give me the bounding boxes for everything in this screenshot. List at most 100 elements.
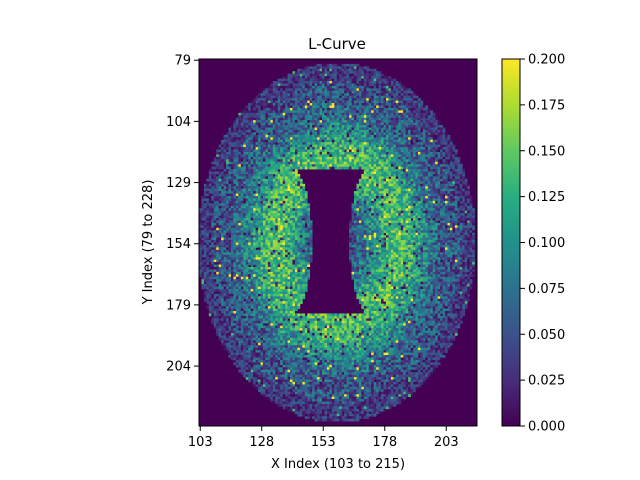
- heatmap-cell: [381, 149, 384, 153]
- heatmap-cell: [432, 210, 436, 214]
- heatmap-cell: [388, 125, 392, 128]
- heatmap-cell: [240, 208, 244, 212]
- heatmap-cell: [388, 88, 392, 92]
- heatmap-cell: [233, 144, 237, 148]
- heatmap-cell: [442, 154, 446, 158]
- heatmap-cell: [265, 117, 269, 121]
- heatmap-cell: [417, 98, 421, 101]
- heatmap-cell: [353, 191, 357, 194]
- heatmap-cell: [226, 188, 229, 192]
- heatmap-cell: [358, 115, 362, 119]
- heatmap-cell: [366, 71, 370, 75]
- heatmap-cell: [297, 213, 301, 216]
- heatmap-cell: [211, 198, 215, 202]
- heatmap-cell: [427, 159, 431, 163]
- heatmap-cell: [250, 134, 254, 138]
- heatmap-cell: [413, 161, 416, 165]
- heatmap-cell: [317, 95, 320, 99]
- heatmap-cell: [233, 159, 237, 163]
- heatmap-cell: [226, 166, 229, 170]
- heatmap-cell: [427, 134, 431, 138]
- heatmap-cell: [285, 169, 288, 172]
- heatmap-cell: [417, 115, 421, 119]
- heatmap-cell: [373, 105, 377, 109]
- heatmap-cell: [445, 149, 448, 153]
- heatmap-cell: [388, 112, 392, 116]
- heatmap-cell: [393, 85, 397, 89]
- heatmap-cell: [299, 71, 303, 75]
- heatmap-cell: [299, 178, 303, 182]
- heatmap-cell: [440, 166, 443, 170]
- heatmap-cell: [262, 166, 266, 170]
- heatmap-cell: [346, 76, 350, 79]
- heatmap-cell: [240, 151, 244, 155]
- heatmap-cell: [206, 215, 210, 219]
- heatmap-cell: [415, 178, 419, 182]
- heatmap-cell: [324, 78, 328, 82]
- heatmap-cell: [203, 191, 207, 194]
- heatmap-cell: [371, 147, 375, 150]
- heatmap-cell: [420, 137, 424, 141]
- heatmap-cell: [255, 178, 259, 182]
- heatmap-cell: [390, 166, 394, 170]
- heatmap-cell: [267, 198, 271, 202]
- heatmap-cell: [248, 151, 252, 155]
- heatmap-cell: [280, 169, 283, 172]
- heatmap-cell: [253, 117, 256, 121]
- heatmap-cell: [272, 200, 276, 204]
- heatmap-cell: [248, 173, 252, 177]
- heatmap-cell: [388, 93, 392, 97]
- heatmap-cell: [398, 188, 402, 192]
- heatmap-cell: [218, 173, 222, 177]
- heatmap-cell: [334, 98, 338, 101]
- heatmap-cell: [275, 203, 279, 207]
- heatmap-cell: [233, 139, 237, 143]
- heatmap-cell: [405, 208, 409, 212]
- heatmap-cell: [272, 107, 276, 111]
- heatmap-cell: [312, 139, 315, 143]
- heatmap-cell: [371, 76, 375, 79]
- heatmap-cell: [398, 186, 402, 190]
- heatmap-cell: [445, 176, 448, 180]
- heatmap-cell: [285, 176, 288, 180]
- heatmap-cell: [351, 95, 355, 99]
- heatmap-cell: [317, 63, 320, 67]
- heatmap-cell: [235, 205, 239, 209]
- heatmap-cell: [226, 181, 229, 185]
- heatmap-cell: [307, 213, 311, 216]
- heatmap-cell: [240, 200, 244, 204]
- heatmap-cell: [319, 125, 323, 128]
- heatmap-cell: [199, 213, 202, 216]
- heatmap-cell: [363, 171, 367, 175]
- heatmap-cell: [398, 142, 402, 145]
- heatmap-cell: [287, 134, 291, 138]
- heatmap-cell: [201, 205, 205, 209]
- heatmap-cell: [245, 196, 249, 199]
- heatmap-cell: [346, 115, 350, 119]
- heatmap-cell: [405, 132, 409, 136]
- heatmap-cell: [275, 147, 279, 150]
- heatmap-cell: [349, 93, 352, 97]
- heatmap-cell: [457, 210, 461, 214]
- heatmap-cell: [437, 173, 441, 177]
- heatmap-cell: [304, 134, 308, 138]
- heatmap-cell: [371, 144, 375, 148]
- heatmap-cell: [292, 213, 296, 216]
- heatmap-cell: [272, 203, 276, 207]
- heatmap-cell: [449, 188, 453, 192]
- heatmap-cell: [290, 210, 293, 214]
- heatmap-cell: [297, 142, 301, 145]
- heatmap-cell: [341, 129, 345, 133]
- heatmap-cell: [363, 120, 367, 123]
- heatmap-cell: [388, 90, 392, 94]
- heatmap-cell: [344, 154, 347, 158]
- heatmap-cell: [294, 171, 298, 175]
- heatmap-cell: [329, 95, 333, 99]
- heatmap-cell: [356, 203, 360, 207]
- heatmap-cell: [353, 132, 357, 136]
- heatmap-cell: [292, 76, 296, 79]
- heatmap-cell: [358, 78, 362, 82]
- heatmap-cell: [371, 125, 375, 128]
- heatmap-cell: [228, 166, 232, 170]
- heatmap-cell: [211, 171, 215, 175]
